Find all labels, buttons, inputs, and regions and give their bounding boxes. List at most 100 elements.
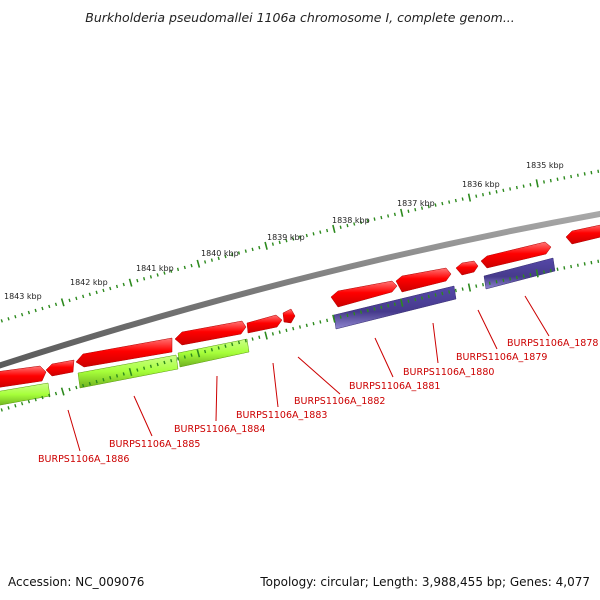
minor-tick bbox=[495, 190, 498, 194]
minor-tick bbox=[95, 290, 98, 295]
minor-tick bbox=[244, 339, 247, 343]
minor-tick bbox=[522, 274, 525, 278]
minor-tick bbox=[82, 294, 85, 299]
gene-label-1880[interactable]: BURPS1106A_1880 bbox=[403, 367, 494, 378]
cds-arrow[interactable] bbox=[246, 314, 283, 334]
cds-arrow[interactable] bbox=[282, 308, 296, 324]
minor-tick bbox=[224, 254, 227, 259]
minor-tick bbox=[217, 346, 220, 350]
minor-tick bbox=[95, 379, 98, 384]
gene-bar-green[interactable] bbox=[177, 338, 250, 368]
minor-tick bbox=[41, 306, 44, 311]
minor-tick bbox=[407, 209, 410, 213]
cds-arrow[interactable] bbox=[75, 337, 173, 368]
scale-label-1836: 1836 kbp bbox=[462, 180, 500, 189]
scale-tick-track bbox=[0, 169, 600, 323]
gene-label-1878[interactable]: BURPS1106A_1878 bbox=[507, 338, 598, 349]
minor-tick bbox=[590, 260, 593, 265]
label-leader-lines bbox=[67, 295, 550, 452]
minor-tick bbox=[210, 348, 213, 352]
gene-label-1882[interactable]: BURPS1106A_1882 bbox=[294, 396, 385, 407]
minor-tick bbox=[7, 406, 10, 410]
minor-tick bbox=[414, 207, 417, 212]
minor-tick bbox=[68, 387, 71, 392]
scale-label-1840: 1840 kbp bbox=[201, 249, 239, 258]
minor-tick bbox=[373, 217, 376, 221]
minor-tick bbox=[359, 310, 363, 314]
gene-label-1885[interactable]: BURPS1106A_1885 bbox=[109, 439, 200, 450]
minor-tick bbox=[156, 362, 159, 367]
major-tick bbox=[196, 259, 201, 268]
minor-tick bbox=[163, 360, 166, 365]
minor-tick bbox=[115, 374, 119, 378]
minor-tick bbox=[48, 304, 51, 309]
gene-label-1879[interactable]: BURPS1106A_1879 bbox=[456, 352, 547, 363]
minor-tick bbox=[82, 383, 85, 388]
minor-tick bbox=[285, 328, 288, 333]
minor-tick bbox=[414, 297, 417, 302]
minor-tick bbox=[543, 180, 545, 184]
scale-label-1835: 1835 kbp bbox=[526, 161, 564, 170]
inner-tick-track bbox=[0, 259, 600, 412]
gene-labels: BURPS1106A_1878 BURPS1106A_1879 BURPS110… bbox=[38, 338, 598, 465]
cds-arrow[interactable] bbox=[0, 365, 47, 388]
gene-bar-purple[interactable] bbox=[483, 257, 556, 290]
minor-tick bbox=[549, 178, 552, 183]
minor-tick bbox=[75, 385, 78, 390]
minor-tick bbox=[556, 267, 559, 271]
cds-arrow[interactable] bbox=[45, 359, 75, 377]
gene-label-1883[interactable]: BURPS1106A_1883 bbox=[236, 410, 327, 421]
minor-tick bbox=[54, 391, 58, 396]
minor-tick bbox=[529, 272, 532, 277]
minor-tick bbox=[136, 278, 139, 283]
major-tick bbox=[128, 278, 133, 287]
minor-tick bbox=[353, 312, 356, 316]
minor-tick bbox=[210, 258, 213, 262]
minor-tick bbox=[298, 235, 302, 239]
gene-bar-purple[interactable] bbox=[333, 285, 457, 330]
minor-tick bbox=[312, 232, 315, 236]
minor-tick bbox=[488, 191, 491, 195]
minor-tick bbox=[366, 308, 369, 313]
minor-tick bbox=[163, 271, 166, 275]
minor-tick bbox=[143, 366, 146, 370]
scale-label-1843: 1843 kbp bbox=[4, 292, 42, 301]
minor-tick bbox=[109, 376, 112, 380]
minor-tick bbox=[543, 270, 545, 274]
gene-label-1881[interactable]: BURPS1106A_1881 bbox=[349, 381, 440, 392]
gene-bar-green[interactable] bbox=[0, 382, 51, 406]
minor-tick bbox=[170, 359, 173, 363]
minor-tick bbox=[597, 259, 600, 264]
leader-line bbox=[524, 295, 550, 337]
minor-tick bbox=[292, 326, 295, 331]
minor-tick bbox=[244, 249, 247, 253]
cds-arrow[interactable] bbox=[565, 224, 600, 245]
cds-arrow[interactable] bbox=[395, 267, 452, 293]
minor-tick bbox=[204, 349, 207, 354]
minor-tick bbox=[305, 233, 308, 238]
minor-tick bbox=[346, 313, 349, 318]
minor-tick bbox=[576, 173, 579, 177]
chromosome-backbone bbox=[0, 210, 600, 369]
minor-tick bbox=[217, 256, 220, 261]
cds-arrow[interactable] bbox=[330, 280, 398, 308]
minor-tick bbox=[231, 342, 234, 347]
minor-tick bbox=[583, 172, 586, 176]
minor-tick bbox=[570, 264, 573, 269]
minor-tick bbox=[156, 273, 159, 277]
minor-tick bbox=[427, 294, 430, 299]
major-tick bbox=[60, 298, 65, 307]
minor-tick bbox=[319, 320, 322, 324]
minor-tick bbox=[109, 286, 112, 291]
gene-label-1886[interactable]: BURPS1106A_1886 bbox=[38, 454, 129, 465]
major-tick bbox=[332, 314, 336, 323]
minor-tick bbox=[258, 245, 261, 250]
cds-arrow[interactable] bbox=[174, 320, 247, 346]
minor-tick bbox=[488, 281, 491, 285]
minor-tick bbox=[590, 170, 593, 175]
major-tick bbox=[467, 283, 472, 292]
cds-arrow[interactable] bbox=[480, 241, 552, 269]
gene-label-1884[interactable]: BURPS1106A_1884 bbox=[174, 424, 265, 435]
cds-arrow[interactable] bbox=[455, 260, 479, 276]
